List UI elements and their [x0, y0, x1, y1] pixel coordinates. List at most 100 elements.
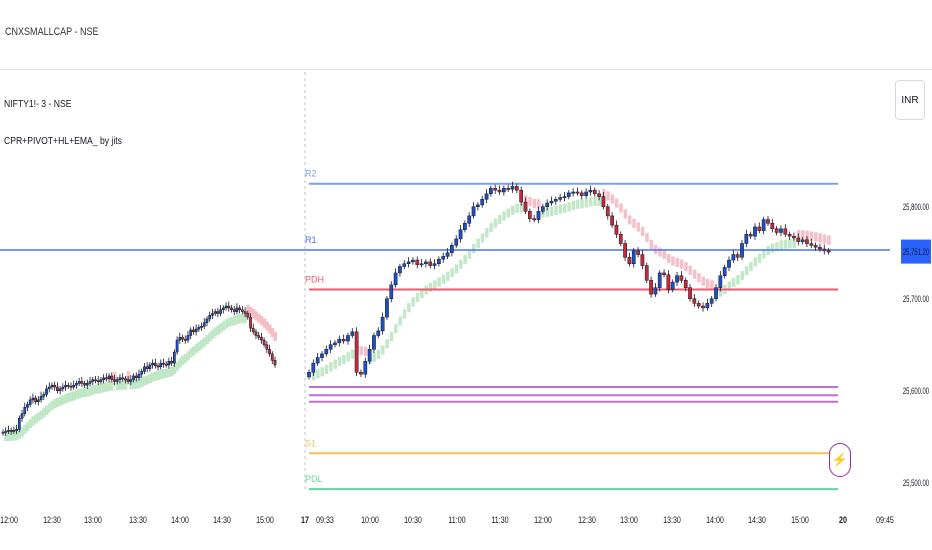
ema-band-segment: [705, 278, 710, 289]
ema-band-segment: [376, 349, 381, 359]
ema-band-segment: [575, 199, 580, 209]
candle-body: [216, 311, 220, 314]
ema-band-segment: [562, 203, 567, 213]
candle-body: [320, 353, 324, 358]
candle-body: [148, 364, 152, 369]
ema-band-segment: [342, 354, 346, 364]
candle-body: [679, 275, 684, 281]
candle-body: [205, 318, 209, 323]
ema-band-segment: [420, 289, 424, 299]
candle-body: [227, 305, 231, 309]
candle: [766, 215, 770, 227]
ema-band-segment: [519, 203, 524, 213]
candle-body: [757, 226, 762, 231]
candle: [189, 327, 193, 340]
candle: [262, 337, 266, 348]
candle: [701, 302, 705, 312]
candle-body: [367, 349, 372, 362]
ema-band-segment: [202, 337, 207, 347]
candle: [61, 383, 65, 392]
candle: [42, 391, 46, 400]
currency-button[interactable]: INR: [895, 80, 925, 120]
candle: [213, 308, 217, 317]
candle-body: [818, 246, 822, 250]
candle-body: [662, 272, 666, 276]
candle: [670, 279, 675, 293]
ema-band-segment: [385, 339, 389, 349]
ema-band-segment: [744, 266, 749, 276]
candle: [88, 376, 92, 387]
ema-band-segment: [614, 198, 619, 208]
symbol-legend[interactable]: NIFTY1!- 3 - NSE: [4, 98, 72, 110]
ema-band-segment: [740, 270, 744, 281]
ema-band-segment: [156, 370, 161, 381]
candle-body: [519, 189, 524, 203]
candle: [653, 283, 658, 297]
x-tick-label: 12:30: [578, 514, 596, 525]
ema-band-segment: [91, 385, 95, 395]
ema-band-segment: [66, 392, 71, 403]
candle-body: [792, 235, 796, 239]
candle-body: [241, 309, 244, 312]
candle-body: [20, 413, 24, 419]
candle-body: [324, 349, 329, 355]
candle: [9, 427, 13, 435]
candle-body: [243, 311, 247, 314]
candle: [45, 385, 48, 398]
candle: [260, 332, 263, 344]
ema-band-segment: [61, 395, 65, 405]
candle: [601, 191, 606, 210]
candle: [523, 197, 528, 215]
x-tick-label: 20: [839, 514, 847, 525]
ema-band-segment: [9, 431, 14, 441]
ema-band-segment: [224, 319, 229, 329]
ema-band-segment: [528, 197, 532, 207]
candle-body: [653, 287, 658, 295]
candle: [110, 372, 114, 383]
candle: [735, 251, 740, 261]
candle-body: [419, 263, 424, 266]
ema-band-segment: [532, 198, 537, 209]
candle-body: [826, 250, 831, 253]
candle-body: [178, 337, 182, 341]
indicator-legend[interactable]: CPR+PIVOT+HL+EMA_ by jits: [4, 135, 122, 147]
candle-body: [64, 384, 67, 388]
ema-band-segment: [137, 378, 141, 389]
x-tick-label: 09:45: [876, 514, 894, 525]
ema-band-segment: [175, 361, 180, 371]
ema-band-segment: [415, 292, 420, 303]
ema-band-layer: [4, 188, 831, 442]
ema-band-segment: [805, 230, 809, 240]
candle-body: [437, 258, 441, 264]
candle: [636, 247, 640, 258]
candle: [450, 242, 454, 257]
candle: [527, 208, 532, 223]
candle: [389, 281, 394, 303]
x-tick-label: 13:30: [129, 514, 147, 525]
candle-body: [69, 385, 73, 388]
candle: [37, 396, 40, 406]
ema-band-segment: [99, 383, 103, 394]
candle-body: [813, 245, 818, 248]
candle: [113, 375, 116, 386]
candle-body: [219, 309, 222, 314]
candle: [64, 380, 67, 391]
lightning-icon[interactable]: ⚡: [829, 443, 851, 477]
candle: [315, 352, 320, 366]
candle: [398, 263, 402, 277]
candle-body: [197, 326, 201, 330]
x-tick-label: 13:00: [620, 514, 638, 525]
candle: [415, 256, 420, 269]
candle: [714, 283, 718, 302]
candle-body: [232, 309, 236, 312]
ema-band-segment: [459, 259, 463, 269]
ema-band-segment: [145, 375, 150, 385]
ema-band-segment: [818, 233, 822, 243]
candle: [545, 199, 549, 211]
ema-band-segment: [194, 343, 199, 354]
candle: [238, 305, 241, 314]
candle: [779, 225, 783, 237]
candle-body: [657, 272, 662, 288]
candle-body: [398, 266, 402, 274]
